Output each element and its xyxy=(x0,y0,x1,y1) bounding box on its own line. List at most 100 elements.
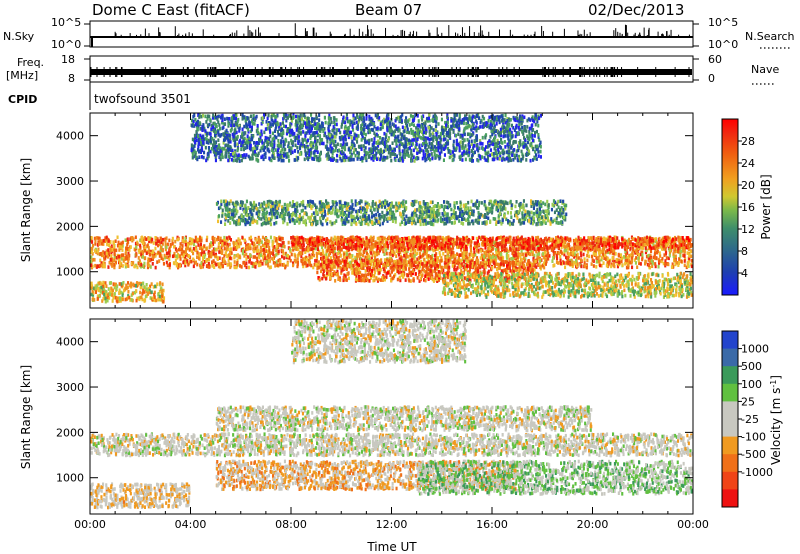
data-cell xyxy=(339,266,342,270)
data-cell xyxy=(505,247,508,251)
data-cell xyxy=(256,249,259,253)
data-cell xyxy=(185,260,188,264)
data-cell xyxy=(330,238,333,243)
data-cell xyxy=(468,252,471,257)
data-cell xyxy=(674,249,677,254)
data-cell xyxy=(600,263,603,268)
data-cell xyxy=(580,253,583,258)
data-cell xyxy=(158,259,161,263)
data-cell xyxy=(339,235,342,240)
data-cell xyxy=(343,245,346,249)
data-cell xyxy=(283,256,286,260)
data-cell xyxy=(265,244,268,248)
data-cell xyxy=(547,251,550,256)
data-cell xyxy=(403,254,406,258)
data-cell xyxy=(165,236,168,240)
data-cell xyxy=(645,254,648,259)
data-cell xyxy=(431,253,434,258)
data-cell xyxy=(328,264,331,269)
data-cell xyxy=(93,258,96,262)
data-cell xyxy=(199,242,202,247)
data-cell xyxy=(124,238,127,242)
data-cell xyxy=(151,249,154,253)
data-cell xyxy=(378,271,381,275)
data-cell xyxy=(492,260,495,265)
data-cell xyxy=(275,260,278,264)
data-cell xyxy=(125,247,128,251)
data-cell xyxy=(395,265,398,270)
data-cell xyxy=(165,245,168,249)
data-cell xyxy=(251,264,254,269)
data-cell xyxy=(258,255,261,260)
data-cell xyxy=(399,261,402,265)
data-cell xyxy=(408,278,411,283)
data-cell xyxy=(253,241,256,246)
data-cell xyxy=(104,236,107,240)
data-cell xyxy=(474,253,477,257)
data-cell xyxy=(356,254,359,258)
data-cell xyxy=(443,261,446,265)
data-cell xyxy=(615,258,618,262)
data-cell xyxy=(359,260,362,264)
data-cell xyxy=(421,243,424,247)
data-cell xyxy=(276,244,279,249)
data-cell xyxy=(630,253,633,257)
data-cell xyxy=(672,243,675,248)
data-cell xyxy=(495,251,498,255)
data-cell xyxy=(323,260,326,264)
data-cell xyxy=(297,247,300,252)
data-cell xyxy=(590,237,593,241)
data-cell xyxy=(422,244,425,249)
data-cell xyxy=(686,264,689,269)
data-cell xyxy=(587,238,590,242)
data-cell xyxy=(124,262,127,266)
data-cell xyxy=(582,246,585,251)
data-cell xyxy=(686,236,689,241)
data-cell xyxy=(368,267,371,272)
data-cell xyxy=(408,243,411,247)
data-cell xyxy=(617,239,620,244)
data-cell xyxy=(564,265,567,270)
data-cell xyxy=(184,263,187,268)
data-cell xyxy=(179,257,182,261)
data-cell xyxy=(305,261,308,266)
data-cell xyxy=(486,238,489,243)
data-cell xyxy=(690,264,693,269)
data-cell xyxy=(461,251,464,256)
data-cell xyxy=(227,247,230,252)
data-cell xyxy=(399,250,402,254)
data-cell xyxy=(487,255,490,259)
data-cell xyxy=(94,263,97,268)
data-cell xyxy=(483,235,486,240)
data-cell xyxy=(182,260,185,265)
data-cell xyxy=(355,271,358,276)
data-cell xyxy=(286,254,289,258)
data-cell xyxy=(235,263,238,268)
data-cell xyxy=(307,244,310,249)
data-cell xyxy=(563,248,566,253)
data-cell xyxy=(667,262,670,267)
data-cell xyxy=(357,241,360,246)
data-cell xyxy=(583,236,586,240)
data-cell xyxy=(90,250,93,254)
data-cell xyxy=(287,240,290,245)
data-cell xyxy=(158,239,161,243)
data-cell xyxy=(278,262,281,267)
data-cell xyxy=(249,235,252,240)
data-cell xyxy=(323,253,326,258)
data-cell xyxy=(155,242,158,246)
data-cell xyxy=(315,259,318,263)
data-cell xyxy=(665,262,668,266)
data-cell xyxy=(458,264,461,268)
data-cell xyxy=(523,237,526,242)
data-cell xyxy=(353,262,356,267)
data-cell xyxy=(473,261,476,265)
data-cell xyxy=(228,236,231,240)
data-cell xyxy=(109,249,112,253)
data-cell xyxy=(529,268,532,272)
data-cell xyxy=(276,241,279,246)
data-cell xyxy=(193,261,196,265)
data-cell xyxy=(327,239,330,243)
data-cell xyxy=(413,260,416,265)
data-cell xyxy=(646,240,649,245)
